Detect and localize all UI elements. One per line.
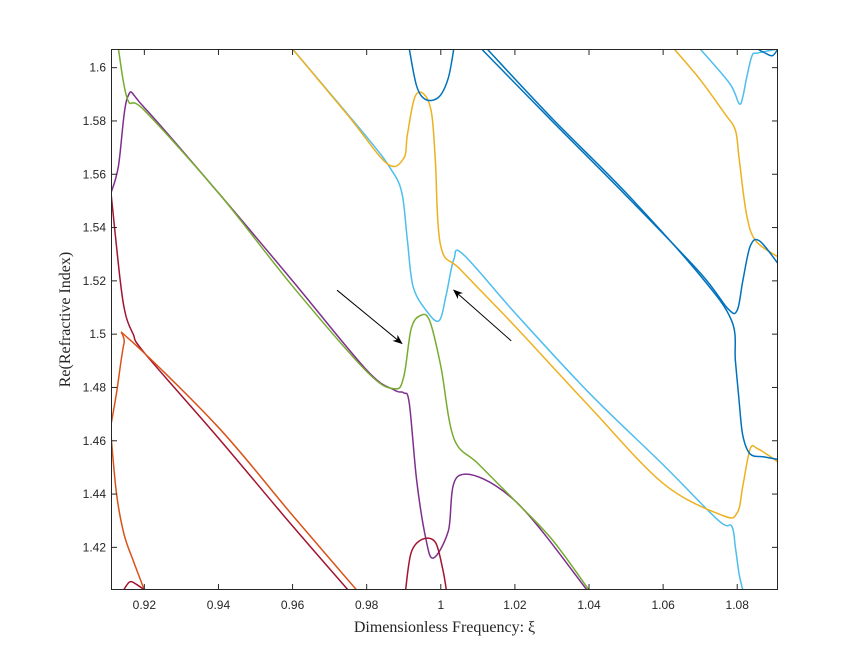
- series-line-1: [111, 192, 350, 590]
- y-tick-label-8: 1.56: [83, 167, 107, 181]
- annotation-arrow-2: [453, 289, 512, 342]
- x-tick-label-2: 0.94: [207, 598, 231, 612]
- series-line-15: [756, 49, 778, 57]
- y-tick-label-1: 1.42: [83, 540, 107, 554]
- series-line-8: [291, 49, 744, 590]
- series-line-2: [111, 331, 358, 590]
- series-line-6: [117, 49, 590, 590]
- series-line-9: [291, 49, 778, 519]
- plot-frame: [111, 49, 778, 590]
- series-line-12: [408, 49, 455, 102]
- x-tick-label-8: 1.06: [651, 598, 675, 612]
- y-tick-label-5: 1.5: [89, 327, 106, 341]
- series-line-4: [122, 580, 146, 590]
- series-line-11: [699, 49, 778, 105]
- series-line-14: [486, 49, 778, 461]
- x-tick-label-9: 1.08: [726, 598, 750, 612]
- x-axis-label: Dimensionless Frequency: ξ: [354, 619, 535, 636]
- x-tick-label-6: 1.02: [503, 598, 527, 612]
- y-tick-label-2: 1.44: [83, 487, 107, 501]
- series-line-3: [111, 434, 146, 590]
- plot-background: [111, 49, 778, 590]
- x-tick-label-7: 1.04: [577, 598, 601, 612]
- ticks-layer: 0.92 0.94 0.96 0.98 1 1.02 1.04 1.06 1.08 1.42 1.4…: [83, 49, 778, 612]
- annotation-arrow-1: [336, 289, 403, 345]
- y-tick-label-9: 1.58: [83, 114, 107, 128]
- series-line-13: [480, 49, 778, 315]
- series-line-5: [111, 91, 588, 590]
- y-axis-label: Re(Refractive Index): [57, 252, 74, 387]
- y-tick-label-7: 1.54: [83, 221, 107, 235]
- y-tick-label-3: 1.46: [83, 434, 107, 448]
- y-tick-label-4: 1.48: [83, 380, 107, 394]
- annotation-layer: [336, 289, 512, 345]
- series-layer: [111, 49, 778, 590]
- series-line-7: [404, 537, 448, 590]
- y-tick-label-10: 1.6: [89, 61, 106, 75]
- x-tick-label-5: 1: [437, 598, 444, 612]
- x-tick-label-3: 0.96: [281, 598, 305, 612]
- x-tick-label-4: 0.98: [355, 598, 379, 612]
- y-tick-label-6: 1.52: [83, 274, 107, 288]
- x-tick-label-1: 0.92: [133, 598, 157, 612]
